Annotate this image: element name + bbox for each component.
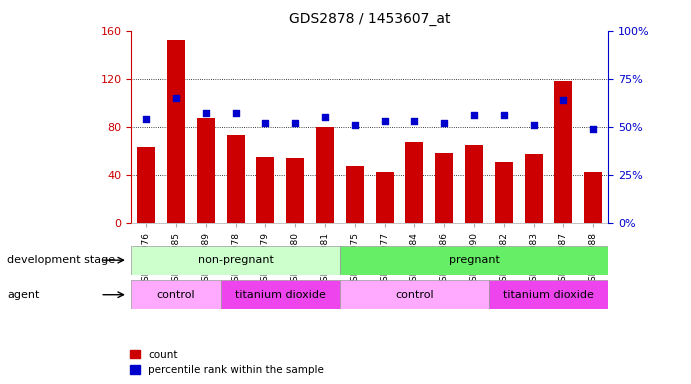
Bar bbox=[316, 127, 334, 223]
Bar bbox=[346, 166, 363, 223]
Point bbox=[409, 118, 420, 124]
Point bbox=[290, 120, 301, 126]
Bar bbox=[167, 40, 185, 223]
Point bbox=[230, 110, 241, 116]
Bar bbox=[138, 147, 155, 223]
Bar bbox=[256, 157, 274, 223]
Bar bbox=[340, 246, 608, 275]
Bar bbox=[197, 118, 215, 223]
Text: development stage: development stage bbox=[7, 255, 115, 265]
Bar bbox=[495, 162, 513, 223]
Bar bbox=[131, 246, 340, 275]
Point bbox=[171, 95, 182, 101]
Bar bbox=[435, 153, 453, 223]
Text: pregnant: pregnant bbox=[448, 255, 500, 265]
Bar bbox=[340, 280, 489, 309]
Bar bbox=[489, 280, 608, 309]
Text: non-pregnant: non-pregnant bbox=[198, 255, 274, 265]
Text: control: control bbox=[157, 290, 196, 300]
Bar bbox=[584, 172, 602, 223]
Text: titanium dioxide: titanium dioxide bbox=[235, 290, 325, 300]
Point bbox=[319, 114, 330, 120]
Text: agent: agent bbox=[7, 290, 39, 300]
Bar bbox=[406, 142, 424, 223]
Point bbox=[379, 118, 390, 124]
Text: control: control bbox=[395, 290, 434, 300]
Point bbox=[558, 97, 569, 103]
Point bbox=[200, 110, 211, 116]
Text: titanium dioxide: titanium dioxide bbox=[503, 290, 594, 300]
Point bbox=[528, 122, 539, 128]
Point bbox=[439, 120, 450, 126]
Bar bbox=[376, 172, 393, 223]
Point bbox=[260, 120, 271, 126]
Bar bbox=[227, 135, 245, 223]
Bar bbox=[524, 154, 542, 223]
Bar bbox=[286, 158, 304, 223]
Legend: count, percentile rank within the sample: count, percentile rank within the sample bbox=[130, 350, 324, 375]
Bar bbox=[220, 280, 340, 309]
Point bbox=[468, 112, 480, 118]
Bar bbox=[554, 81, 572, 223]
Point bbox=[141, 116, 152, 122]
Title: GDS2878 / 1453607_at: GDS2878 / 1453607_at bbox=[289, 12, 451, 25]
Point bbox=[587, 126, 598, 132]
Point bbox=[349, 122, 360, 128]
Bar bbox=[131, 280, 220, 309]
Bar bbox=[465, 145, 483, 223]
Point bbox=[498, 112, 509, 118]
